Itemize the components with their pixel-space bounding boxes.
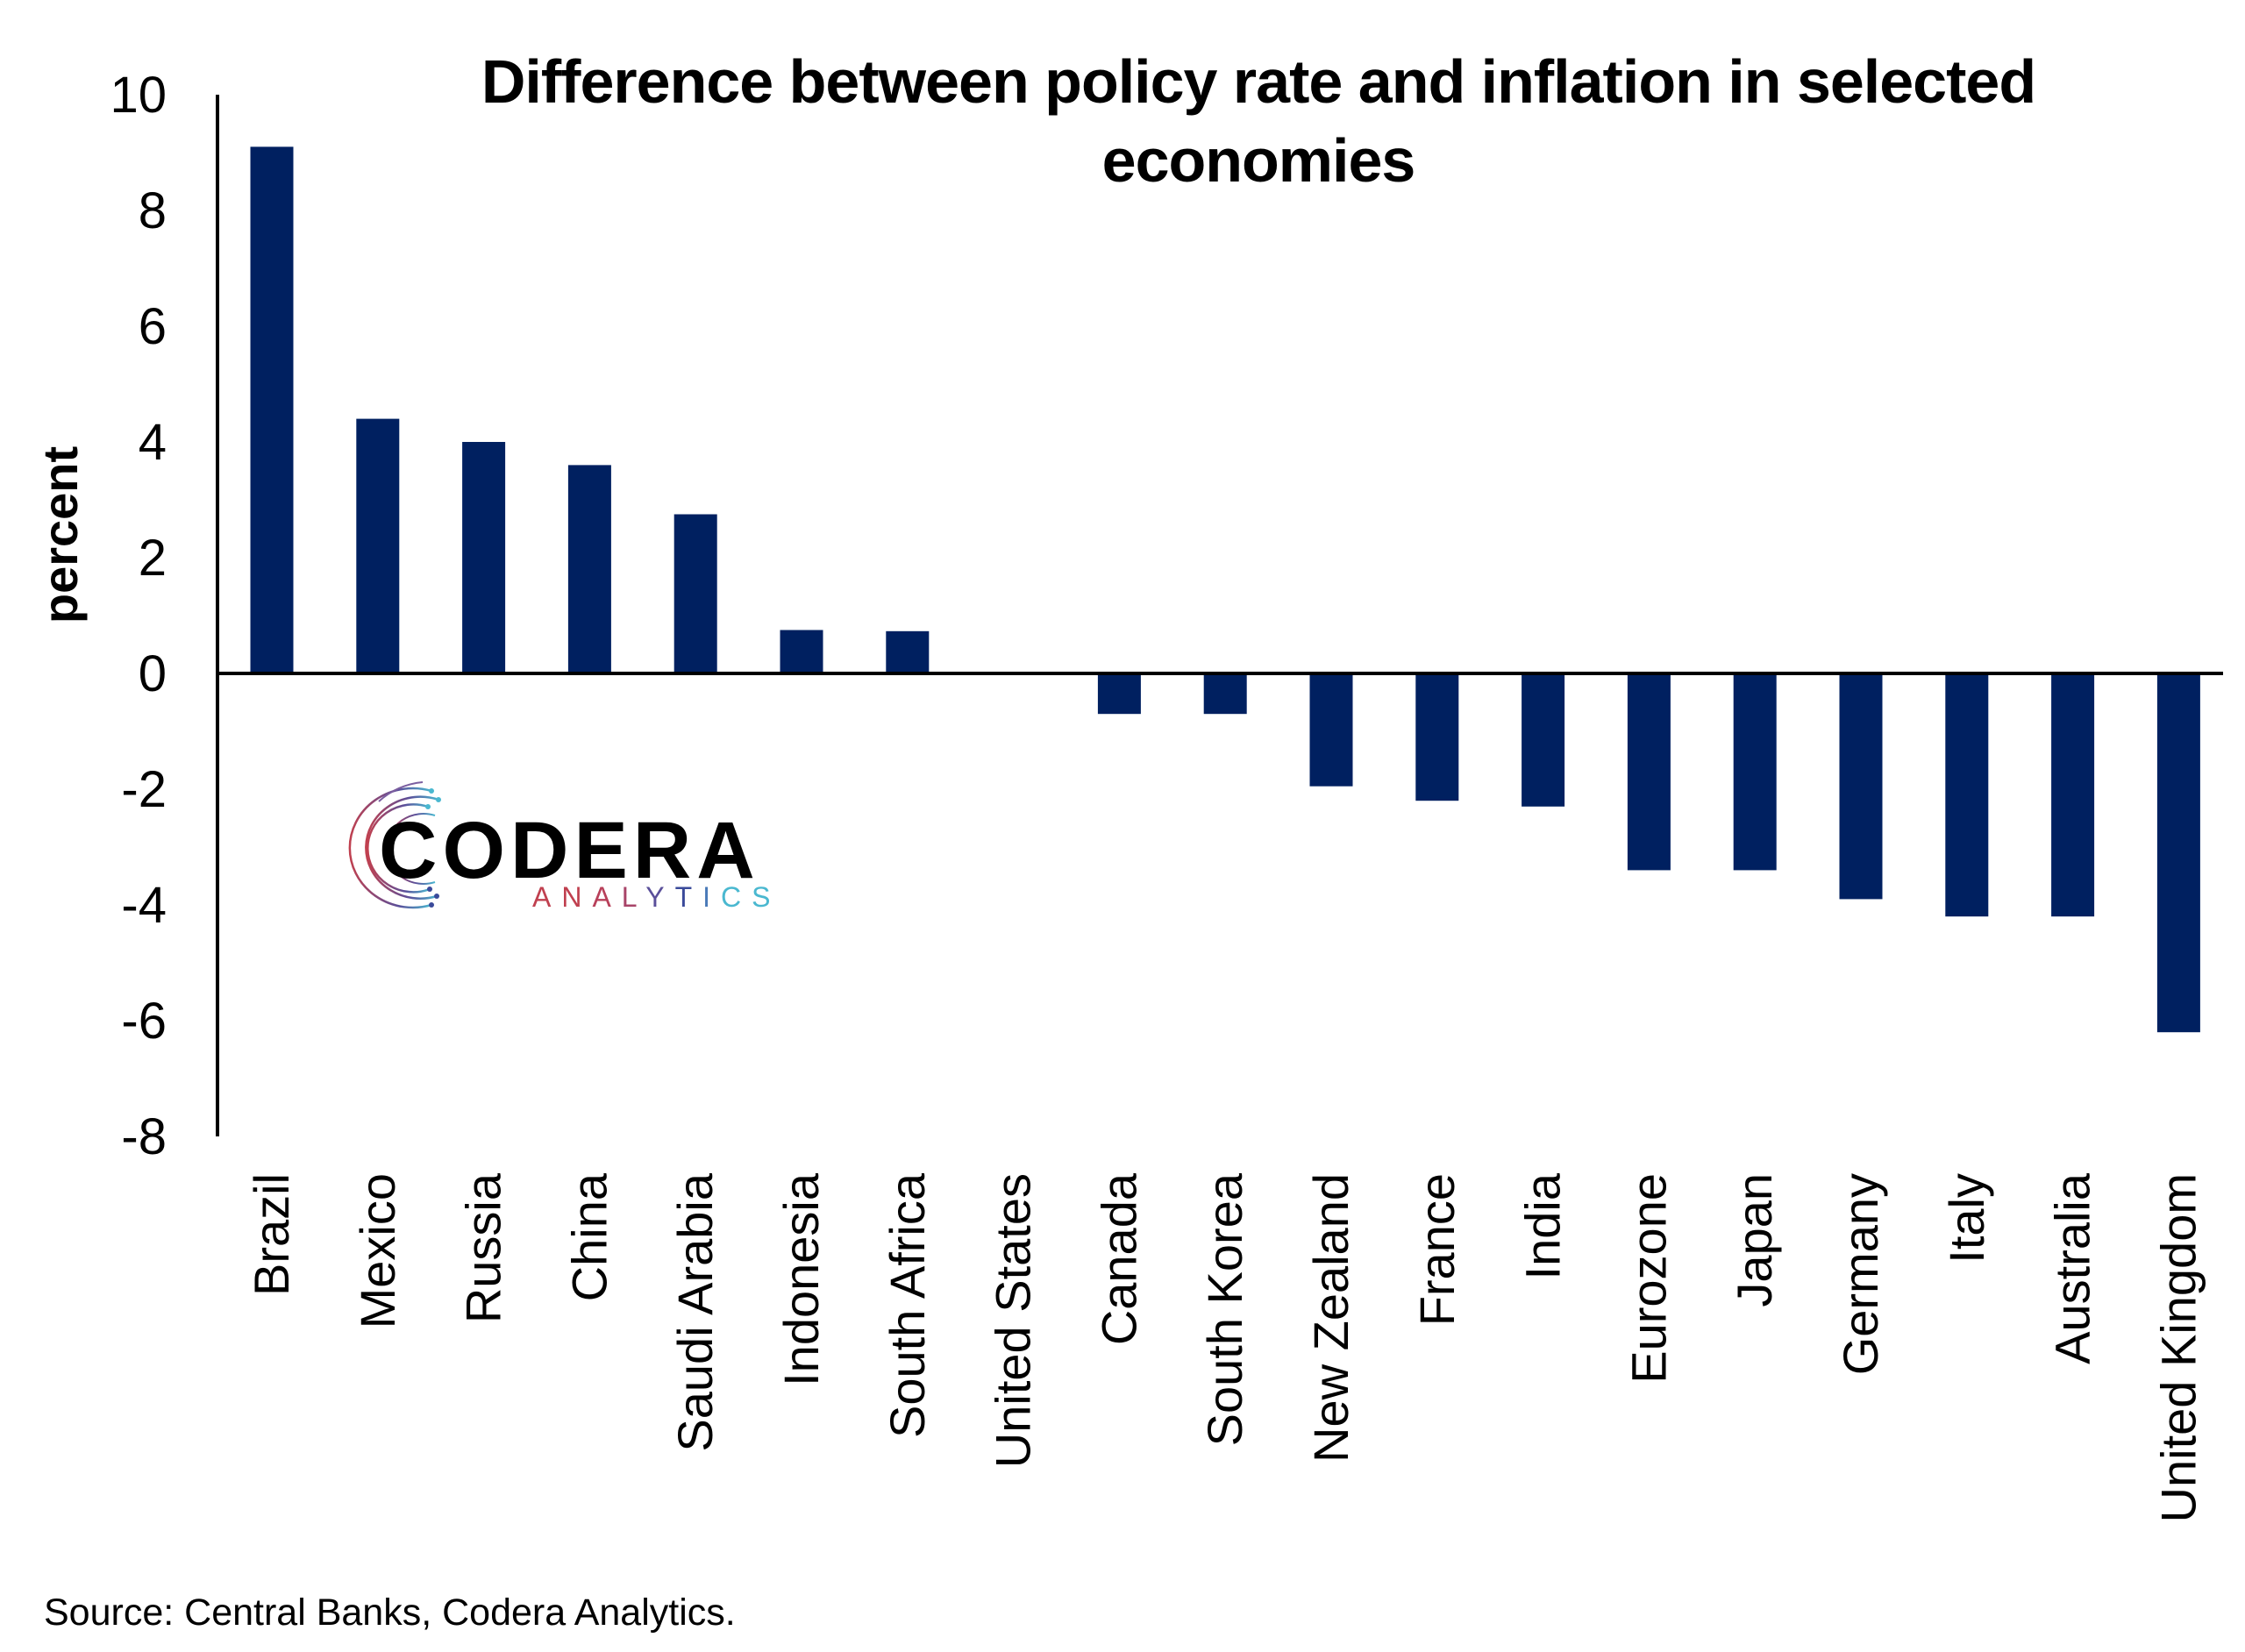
- chart-title-line-2: economies: [1101, 126, 1416, 195]
- logo-subtitle-letter: I: [702, 881, 721, 913]
- bar-new-zealand: [1309, 673, 1353, 787]
- circuit-arc-icon: [348, 781, 441, 909]
- logo-subtitle: ANALYTICS: [532, 882, 780, 912]
- x-tick-label: Japan: [1727, 1173, 1782, 1307]
- y-tick-label: 10: [110, 67, 167, 124]
- bar-south-korea: [1203, 673, 1247, 715]
- logo-subtitle-letter: N: [561, 881, 593, 913]
- y-tick-label: -8: [121, 1108, 167, 1165]
- bar-indonesia: [780, 630, 823, 673]
- x-tick-label: Australia: [2045, 1172, 2100, 1364]
- bar-canada: [1097, 673, 1141, 715]
- bars: [250, 146, 2200, 1033]
- bar-mexico: [356, 418, 400, 673]
- y-tick-label: 0: [139, 645, 167, 702]
- y-axis-label: percent: [32, 446, 88, 623]
- bar-saudi-arabia: [674, 514, 717, 673]
- bar-italy: [1945, 673, 1989, 917]
- logo-subtitle-letter: C: [721, 881, 752, 913]
- bar-russia: [462, 442, 506, 673]
- y-tick-label: 4: [139, 414, 167, 471]
- x-tick-label: New Zealand: [1303, 1173, 1358, 1463]
- chart-title-line-1: Difference between policy rate and infla…: [481, 47, 2036, 116]
- bar-china: [567, 465, 611, 673]
- x-tick-label: France: [1409, 1173, 1465, 1326]
- y-tick-label: -6: [121, 993, 167, 1050]
- x-tick-label: Russia: [456, 1172, 511, 1323]
- logo-wordmark: CODERA: [379, 806, 760, 895]
- x-tick-label: United States: [986, 1173, 1041, 1468]
- x-axis-labels: Brazil Mexico Russia China Saudi Arabia Indon…: [244, 1172, 2206, 1522]
- y-axis-ticks: 10 8 6 4 2 0 -2 -4 -6 -8: [110, 67, 167, 1165]
- bar-united-kingdom: [2156, 673, 2200, 1033]
- bar-germany: [1839, 673, 1883, 900]
- codera-analytics-logo: CODERA ANALYTICS: [344, 775, 770, 915]
- x-tick-label: Indonesia: [773, 1172, 829, 1386]
- bar-france: [1415, 673, 1459, 801]
- bar-eurozone: [1627, 673, 1671, 871]
- logo-subtitle-letter: T: [674, 881, 703, 913]
- logo-subtitle-letter: Y: [645, 881, 675, 913]
- source-note: Source: Central Banks, Codera Analytics.: [44, 1591, 736, 1634]
- logo-subtitle-letter: A: [592, 881, 622, 913]
- x-tick-label: Canada: [1091, 1172, 1146, 1345]
- x-tick-label: South Korea: [1197, 1172, 1252, 1446]
- x-tick-label: Italy: [1939, 1173, 1994, 1264]
- x-tick-label: Brazil: [244, 1173, 299, 1296]
- logo-subtitle-letter: L: [621, 881, 646, 913]
- logo-subtitle-letter: A: [532, 881, 562, 913]
- y-tick-label: 8: [139, 182, 167, 239]
- x-tick-label: China: [561, 1172, 616, 1301]
- bar-south-africa: [886, 630, 930, 673]
- x-tick-label: Mexico: [350, 1173, 405, 1328]
- x-tick-label: India: [1515, 1172, 1571, 1279]
- bar-australia: [2051, 673, 2095, 917]
- logo-subtitle-letter: S: [752, 881, 781, 913]
- y-tick-label: -2: [121, 761, 167, 818]
- x-tick-label: Germany: [1833, 1173, 1888, 1375]
- y-tick-label: 2: [139, 530, 167, 587]
- bar-japan: [1733, 673, 1777, 871]
- bar-brazil: [250, 146, 294, 673]
- chart-title: Difference between policy rate and infla…: [377, 42, 2140, 200]
- y-tick-label: -4: [121, 877, 167, 934]
- bar-india: [1522, 673, 1565, 807]
- x-tick-label: South Africa: [880, 1172, 935, 1438]
- x-tick-label: Eurozone: [1621, 1173, 1676, 1384]
- x-tick-label: United Kingdom: [2150, 1173, 2206, 1522]
- y-tick-label: 6: [139, 298, 167, 355]
- x-tick-label: Saudi Arabia: [667, 1172, 723, 1451]
